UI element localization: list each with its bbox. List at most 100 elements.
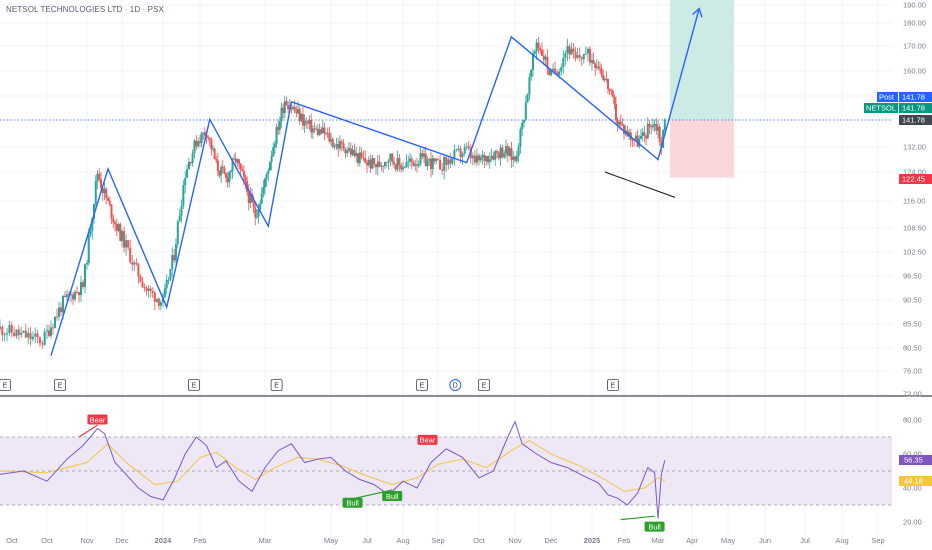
candle-body	[210, 139, 213, 150]
signal-text: Bull	[648, 522, 661, 531]
candle	[76, 286, 78, 295]
candle	[38, 335, 41, 348]
marker-shape	[270, 379, 283, 391]
candle	[280, 102, 283, 128]
candle-body	[473, 155, 476, 163]
candle	[123, 226, 126, 253]
candle	[591, 53, 593, 71]
candle	[576, 47, 579, 60]
candle	[643, 125, 646, 143]
candle	[394, 163, 397, 173]
candle	[526, 93, 529, 103]
badge-value-box	[899, 103, 932, 113]
candle	[439, 154, 442, 170]
candle-body	[658, 126, 661, 142]
candle	[298, 106, 301, 126]
candle-body	[117, 224, 120, 231]
candle	[129, 239, 132, 264]
candle	[139, 274, 142, 283]
candle	[173, 249, 176, 263]
candle-body	[184, 177, 187, 186]
candle-body	[510, 148, 513, 160]
candle-body	[207, 136, 210, 138]
candle-body	[532, 53, 534, 70]
candle-body	[300, 114, 303, 122]
candle	[255, 209, 258, 220]
candle	[320, 126, 323, 136]
candle-body	[339, 141, 341, 149]
candle	[566, 38, 569, 62]
candle-body	[52, 327, 54, 329]
candle	[542, 49, 545, 65]
candle-body	[524, 102, 527, 120]
candle	[29, 326, 32, 346]
candle	[216, 153, 219, 177]
candle	[330, 132, 332, 147]
candle-body	[539, 48, 542, 51]
candle	[514, 155, 516, 163]
candle	[254, 200, 257, 226]
candle-body	[93, 204, 95, 219]
price-tick-label: 108.50	[903, 224, 926, 233]
candle	[303, 114, 306, 133]
candle-body	[373, 158, 376, 165]
candle-body	[412, 162, 415, 166]
candle	[497, 150, 500, 161]
candle	[517, 143, 520, 163]
time-tick-label: Aug	[835, 536, 848, 545]
candle	[615, 96, 617, 124]
candle	[426, 156, 429, 171]
candle-body	[110, 204, 113, 219]
candle-body	[127, 240, 130, 248]
candle-body	[10, 325, 13, 333]
candle-body	[70, 294, 72, 296]
candle-body	[277, 126, 280, 131]
candle-body	[631, 139, 634, 141]
candle-body	[451, 157, 454, 164]
candle	[50, 320, 52, 339]
candle	[273, 140, 276, 155]
candle	[541, 42, 543, 56]
candle-body	[643, 132, 646, 136]
candle-body	[200, 133, 203, 143]
candle-body	[123, 231, 126, 248]
candle-body	[38, 337, 41, 344]
candle-body	[541, 50, 543, 56]
candle-body	[636, 135, 639, 147]
candle-body	[89, 231, 92, 235]
candle-body	[597, 66, 600, 69]
candle-body	[54, 316, 56, 328]
candle-body	[78, 292, 80, 296]
candle	[236, 158, 239, 168]
candle-body	[315, 128, 318, 130]
candle-body	[657, 126, 659, 131]
candle	[315, 125, 318, 131]
candle-body	[346, 150, 349, 154]
time-tick-label: Nov	[80, 536, 94, 545]
candle-body	[60, 307, 62, 313]
signal-text: Bull	[346, 499, 359, 508]
time-tick-label: 2025	[584, 536, 601, 545]
candle-body	[550, 70, 552, 76]
candle	[349, 142, 352, 158]
candle-body	[355, 153, 358, 156]
candle-body	[157, 298, 160, 306]
candle	[326, 127, 329, 138]
earnings-marker: E	[54, 379, 66, 391]
candle	[603, 76, 606, 83]
candle-body	[283, 101, 286, 113]
candle-body	[478, 155, 480, 161]
candle	[431, 154, 434, 176]
candle	[366, 159, 368, 173]
candle	[653, 119, 656, 132]
candle-body	[330, 139, 332, 142]
candle-body	[640, 136, 642, 139]
candle-body	[426, 160, 429, 167]
rsi-axis: 80.00 60.00 40.00 20.00 56.35 44.18	[899, 416, 932, 527]
candle	[208, 137, 211, 147]
candle-body	[187, 161, 190, 170]
marker-shape	[0, 379, 11, 391]
candle-body	[439, 159, 442, 170]
bull-signal-label: Bull	[644, 521, 665, 532]
